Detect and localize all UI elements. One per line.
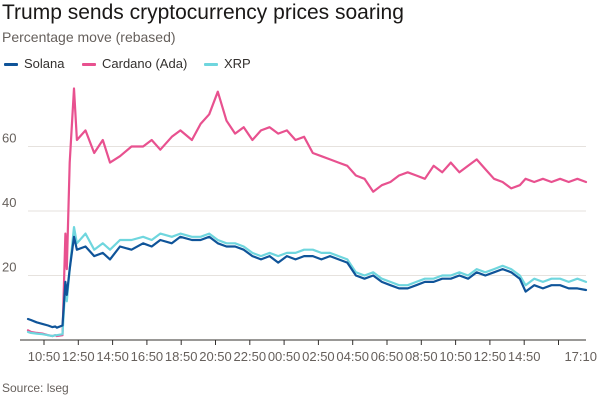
- x-tick-label: 10:50: [28, 349, 61, 364]
- chart-source: Source: lseg: [2, 381, 69, 395]
- x-tick-label: 12:50: [474, 349, 507, 364]
- x-tick-label: 22:50: [234, 349, 267, 364]
- x-tick-label: 12:50: [62, 349, 95, 364]
- x-tick-label: 16:50: [131, 349, 164, 364]
- legend-label-solana: Solana: [24, 56, 65, 71]
- x-tick-label: 10:50: [439, 349, 472, 364]
- x-tick-label: 17:10: [564, 349, 597, 364]
- x-tick-label: 02:50: [302, 349, 335, 364]
- x-tick-label: 00:50: [268, 349, 301, 364]
- y-tick-label: 60: [2, 131, 16, 146]
- y-tick-label: 40: [2, 195, 16, 210]
- x-tick-label: 08:50: [405, 349, 438, 364]
- x-tick-label: 14:50: [508, 349, 541, 364]
- series-line-solana: [26, 235, 588, 329]
- series-line-xrp: [26, 226, 588, 338]
- chart-title: Trump sends cryptocurrency prices soarin…: [2, 1, 404, 24]
- chart-subtitle: Percentage move (rebased): [2, 29, 176, 45]
- legend-swatch-solana: [4, 63, 18, 66]
- legend-swatch-xrp: [204, 63, 218, 66]
- series-line-cardano: [26, 87, 588, 338]
- x-tick-label: 06:50: [371, 349, 404, 364]
- x-tick-label: 20:50: [199, 349, 232, 364]
- legend-swatch-cardano: [82, 63, 96, 66]
- x-tick-label: 14:50: [96, 349, 129, 364]
- x-tick-label: 18:50: [165, 349, 198, 364]
- y-tick-label: 20: [2, 260, 16, 275]
- legend-label-xrp: XRP: [224, 56, 251, 71]
- legend-label-cardano: Cardano (Ada): [102, 56, 188, 71]
- x-tick-label: 04:50: [336, 349, 369, 364]
